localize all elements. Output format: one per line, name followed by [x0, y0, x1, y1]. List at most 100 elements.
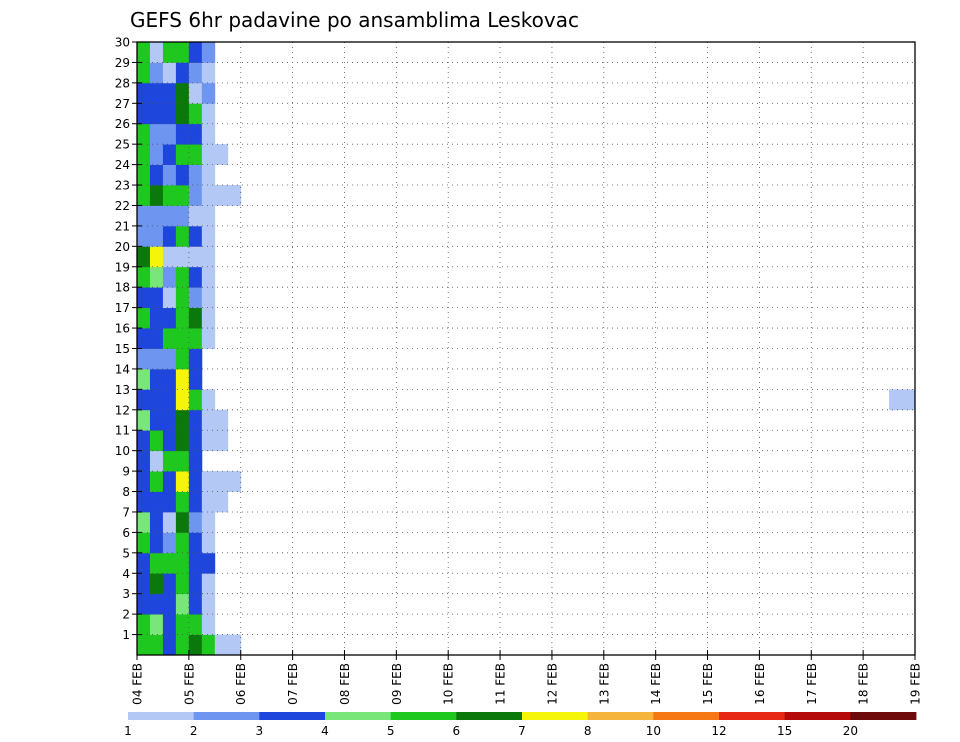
- heatmap-cell: [137, 62, 151, 84]
- heatmap-cell: [149, 225, 164, 247]
- x-tick-label: 04 FEB: [131, 663, 145, 705]
- heatmap-cell: [137, 368, 151, 390]
- y-tick-label: 21: [115, 219, 130, 233]
- heatmap-cell: [162, 205, 177, 227]
- heatmap-cell: [137, 123, 151, 145]
- heatmap-cell: [214, 430, 229, 452]
- heatmap-cell: [162, 368, 177, 390]
- heatmap-cell: [188, 205, 203, 227]
- heatmap-cell: [149, 552, 164, 574]
- heatmap-cell: [188, 450, 203, 472]
- heatmap-cell: [201, 634, 216, 656]
- y-tick-label: 23: [115, 179, 130, 193]
- heatmap-cell: [137, 409, 151, 431]
- colorbar-label: 20: [843, 724, 858, 738]
- heatmap-cell: [175, 164, 190, 186]
- heatmap-cell: [227, 471, 242, 492]
- colorbar-swatch: [390, 712, 457, 720]
- heatmap-cell: [137, 511, 151, 533]
- heatmap-cell: [214, 409, 229, 431]
- heatmap-cell: [137, 287, 151, 309]
- y-tick-label: 15: [115, 342, 130, 356]
- heatmap-cell: [137, 42, 151, 63]
- colorbar-label: 5: [387, 724, 395, 738]
- heatmap-cell: [162, 450, 177, 472]
- colorbar-swatch: [784, 712, 851, 720]
- heatmap-cell: [188, 389, 203, 411]
- heatmap-cell: [162, 123, 177, 145]
- colorbar-swatch: [719, 712, 786, 720]
- heatmap-cell: [201, 62, 216, 84]
- y-tick-label: 28: [115, 76, 130, 90]
- heatmap-cell: [162, 307, 177, 329]
- heatmap-cell: [137, 430, 151, 452]
- x-tick-label: 12 FEB: [545, 663, 559, 705]
- heatmap-cell: [137, 389, 151, 411]
- heatmap-cell: [149, 307, 164, 329]
- heatmap-cell: [149, 409, 164, 431]
- x-tick-label: 06 FEB: [234, 663, 248, 705]
- heatmap-cell: [137, 266, 151, 288]
- heatmap-cell: [188, 225, 203, 247]
- heatmap-cell: [175, 532, 190, 554]
- x-tick-label: 14 FEB: [649, 663, 663, 705]
- y-tick-label: 8: [122, 485, 130, 499]
- heatmap-cell: [149, 491, 164, 513]
- heatmap-cell: [162, 42, 177, 63]
- heatmap-cell: [175, 471, 190, 492]
- heatmap-cell: [175, 185, 190, 206]
- colorbar-label: 1: [124, 724, 132, 738]
- heatmap-cell: [188, 634, 203, 656]
- heatmap-cell: [162, 328, 177, 349]
- heatmap-cell: [137, 634, 151, 656]
- colorbar-swatch: [128, 712, 195, 720]
- colorbar-label: 15: [777, 724, 792, 738]
- heatmap-cell: [149, 42, 164, 63]
- colorbar-swatch: [522, 712, 589, 720]
- heatmap-cell: [162, 491, 177, 513]
- x-tick-label: 07 FEB: [286, 663, 300, 705]
- heatmap-cell: [227, 185, 242, 206]
- heatmap-cell: [188, 511, 203, 533]
- heatmap-cell: [162, 348, 177, 370]
- heatmap-cell: [149, 471, 164, 492]
- heatmap-cell: [162, 185, 177, 206]
- heatmap-cell: [188, 532, 203, 554]
- heatmap-cell: [137, 552, 151, 574]
- y-tick-label: 17: [115, 301, 130, 315]
- heatmap-cell: [149, 205, 164, 227]
- y-tick-label: 9: [122, 465, 130, 479]
- heatmap-cell: [162, 430, 177, 452]
- y-tick-label: 18: [115, 281, 130, 295]
- y-tick-label: 27: [115, 97, 130, 111]
- heatmap-cell: [201, 42, 216, 63]
- heatmap-cell: [188, 368, 203, 390]
- y-tick-label: 20: [115, 240, 130, 254]
- colorbar-swatch: [259, 712, 326, 720]
- heatmap-cell: [137, 164, 151, 186]
- heatmap-cell: [137, 491, 151, 513]
- heatmap-cell: [149, 103, 164, 125]
- colorbar-label: 8: [584, 724, 592, 738]
- x-tick-label: 17 FEB: [805, 663, 819, 705]
- heatmap-cell: [201, 287, 216, 309]
- heatmap-cell: [214, 634, 229, 656]
- y-tick-label: 3: [122, 587, 130, 601]
- y-tick-label: 30: [115, 36, 130, 50]
- heatmap-cell: [149, 246, 164, 268]
- y-tick-label: 14: [115, 362, 130, 376]
- heatmap-cell: [201, 144, 216, 165]
- heatmap-cell: [175, 430, 190, 452]
- heatmap-cell: [188, 287, 203, 309]
- heatmap-cell: [149, 389, 164, 411]
- heatmap-cell: [149, 82, 164, 104]
- heatmap-cell: [214, 491, 229, 513]
- heatmap-cell: [188, 471, 203, 492]
- x-tick-label: 11 FEB: [494, 663, 508, 705]
- heatmap-cell: [188, 430, 203, 452]
- heatmap-cell: [175, 409, 190, 431]
- y-tick-label: 25: [115, 138, 130, 152]
- colorbar-swatch: [456, 712, 523, 720]
- heatmap-cell: [227, 634, 242, 656]
